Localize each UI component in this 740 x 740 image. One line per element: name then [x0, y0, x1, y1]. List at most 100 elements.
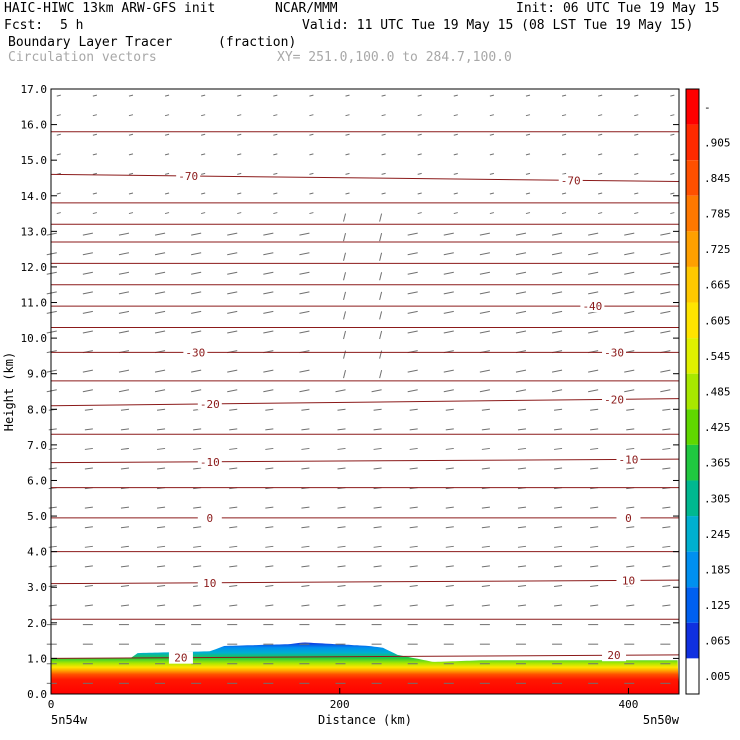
vector-arrow [660, 389, 671, 393]
vector-arrow [337, 447, 346, 450]
vector-arrow [588, 271, 599, 275]
x-axis-label: Distance (km) [318, 713, 412, 727]
y-axis-label: Height (km) [2, 352, 16, 431]
vector-arrow [301, 545, 310, 548]
vector-arrow [407, 291, 418, 295]
colorbar-segment [686, 302, 699, 339]
temperature-contour [50, 579, 680, 585]
contour-label-bg [558, 174, 583, 187]
vector-arrow [337, 408, 346, 411]
vector-arrow [670, 94, 675, 97]
colorbar-segment [686, 195, 699, 232]
model-title: HAIC-HIWC 13km ARW-GFS init [4, 1, 216, 16]
vector-arrow [309, 192, 314, 195]
vector-arrow [56, 133, 61, 136]
vector-arrow [48, 428, 57, 431]
vector-arrow [229, 604, 238, 607]
vector-arrow [120, 447, 130, 450]
vector-arrow [120, 467, 130, 470]
vector-arrow [525, 153, 531, 156]
temperature-contour [50, 173, 680, 183]
vector-arrow [515, 271, 527, 275]
vector-arrow [273, 133, 278, 136]
vector-arrow [227, 330, 238, 334]
vector-arrow [481, 584, 490, 587]
vector-arrow [407, 389, 418, 393]
vector-arrow [662, 467, 671, 470]
vector-arrow [481, 506, 490, 509]
vector-arrow [120, 565, 130, 568]
vector-arrow [193, 428, 202, 431]
vector-arrow [443, 291, 454, 295]
vector-arrow [263, 271, 274, 275]
vector-arrow [517, 408, 527, 411]
colorbar-label: .725 [704, 243, 731, 256]
vector-arrow [489, 172, 494, 175]
vector-arrow [517, 565, 527, 568]
vector-arrow [309, 114, 314, 117]
y-tick-label: 3.0 [27, 581, 47, 594]
vector-arrow [309, 153, 314, 156]
vector-arrow [229, 565, 238, 568]
vector-arrow [626, 447, 635, 450]
vector-arrow [373, 467, 382, 470]
y-tick-label: 13.0 [21, 225, 48, 238]
vector-arrow [551, 291, 563, 295]
vector-arrow [554, 565, 563, 568]
fcst-label: Fcst: [4, 18, 44, 33]
vector-arrow [337, 604, 346, 607]
vector-arrow [299, 389, 310, 393]
colorbar-segment [686, 124, 699, 161]
contour-label-bg [616, 453, 641, 466]
vector-arrow [48, 467, 57, 470]
vector-arrow [299, 232, 310, 236]
vector-arrow [626, 545, 635, 548]
vector-arrow [598, 172, 603, 175]
vector-arrow [479, 310, 490, 314]
vector-arrow [379, 233, 383, 242]
vector-arrow [263, 310, 274, 314]
vector-arrow [191, 232, 202, 236]
vector-arrow [381, 192, 386, 195]
vector-arrow [445, 545, 454, 548]
vector-arrow [193, 565, 202, 568]
vector-arrow [551, 252, 563, 256]
vector-arrow [670, 192, 675, 195]
colorbar-segment [686, 622, 699, 659]
vector-arrow [227, 389, 238, 393]
vector-arrow [453, 114, 458, 117]
vector-arrow [489, 94, 494, 97]
vector-arrow [191, 369, 202, 373]
vector-arrow [489, 192, 494, 195]
vector-arrow [588, 389, 599, 393]
vector-arrow [373, 447, 382, 450]
vector-arrow [301, 604, 310, 607]
vector-arrow [443, 310, 454, 314]
vector-arrow [407, 330, 418, 334]
vector-arrow [343, 213, 346, 222]
vector-arrow [662, 545, 671, 548]
vector-arrow [156, 526, 166, 529]
contour-label: 0 [625, 512, 632, 525]
contour-label-bg [176, 169, 201, 182]
vector-arrow [345, 172, 350, 175]
vector-arrow [82, 252, 93, 256]
vector-arrow [481, 447, 490, 450]
colorbar-label: .605 [704, 314, 731, 327]
temperature-contour [50, 654, 680, 659]
vector-arrow [237, 94, 242, 97]
vector-arrow [229, 447, 238, 450]
vector-arrow [626, 526, 635, 529]
vector-arrow [118, 310, 130, 314]
contour-label-bg [168, 651, 193, 664]
vector-arrow [263, 389, 274, 393]
vector-arrow [345, 114, 350, 117]
vector-arrow [381, 114, 386, 117]
contour-label: -70 [178, 170, 198, 183]
contour-label-bg [197, 576, 222, 589]
vector-arrow [46, 389, 57, 393]
vector-arrow [598, 192, 603, 195]
vector-arrow [445, 565, 454, 568]
vector-arrow [634, 172, 639, 175]
vector-arrow [481, 408, 490, 411]
